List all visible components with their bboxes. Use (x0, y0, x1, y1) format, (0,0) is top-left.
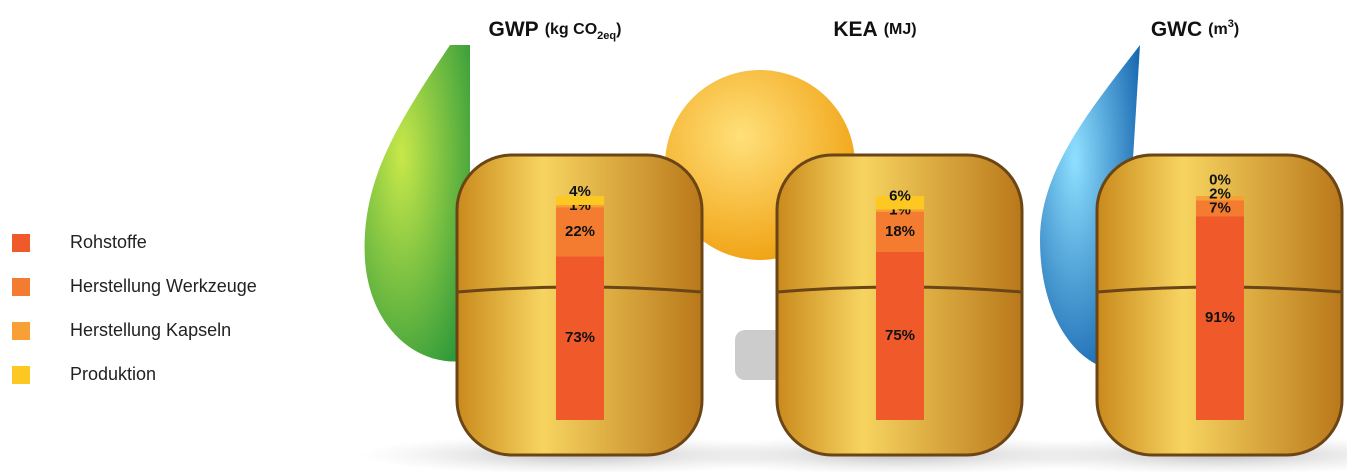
value-label: 7% (1209, 199, 1231, 216)
unit-label: ) (616, 21, 621, 38)
value-label: 22% (565, 223, 595, 240)
value-label: 6% (889, 188, 911, 205)
unit-label: ) (1234, 21, 1239, 38)
unit-label: 3 (1228, 18, 1234, 30)
bar-segment (876, 211, 924, 252)
bar-segment (876, 196, 924, 210)
legend-swatch (12, 278, 30, 296)
bar-segment (1196, 216, 1244, 420)
value-label: 18% (885, 223, 915, 240)
legend-label: Herstellung Kapseln (70, 320, 231, 340)
category-title: KEA (MJ) (833, 18, 916, 41)
category-name: GWP (489, 18, 539, 41)
unit-label: 2eq (597, 30, 616, 42)
value-label: 4% (569, 183, 591, 200)
unit-label: (m (1208, 21, 1228, 38)
value-label: 73% (565, 329, 595, 346)
category-title: GWP (kg CO2eq) (489, 18, 622, 42)
value-label: 75% (885, 327, 915, 344)
bar-segment (556, 207, 604, 257)
bar-segment (556, 256, 604, 420)
bar-segment (556, 204, 604, 208)
bar-segment (1196, 200, 1244, 217)
category-title: GWC (m3) (1151, 18, 1239, 41)
unit-label: (MJ) (884, 21, 917, 38)
category-name: GWC (1151, 18, 1202, 41)
bar-segment (876, 252, 924, 420)
legend-swatch (12, 234, 30, 252)
bar-segment (556, 196, 604, 205)
bar-segment (876, 209, 924, 212)
legend-swatch (12, 322, 30, 340)
bar-segment (1196, 196, 1244, 201)
legend-label: Rohstoffe (70, 232, 147, 252)
unit-label: (kg CO (545, 21, 597, 38)
category-name: KEA (833, 18, 877, 41)
legend-swatch (12, 366, 30, 384)
value-label: 2% (1209, 185, 1231, 202)
value-label: 91% (1205, 309, 1235, 326)
legend-label: Herstellung Werkzeuge (70, 276, 257, 296)
value-label: 0% (1209, 171, 1231, 188)
legend-label: Produktion (70, 364, 156, 384)
